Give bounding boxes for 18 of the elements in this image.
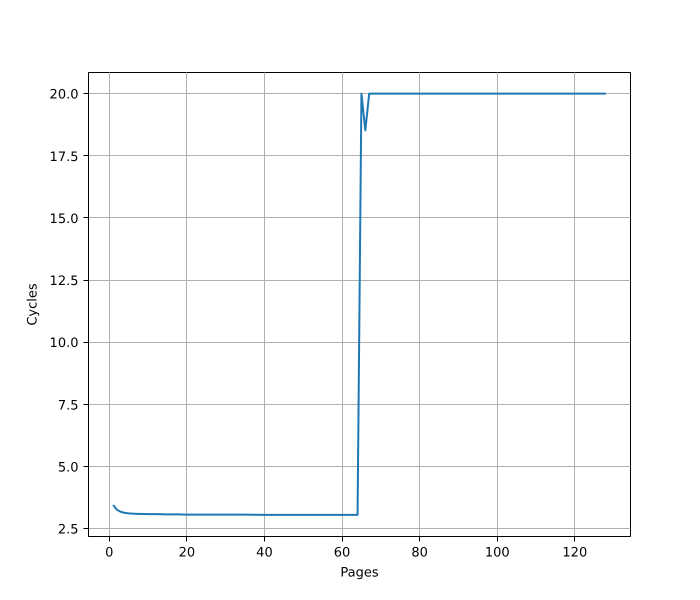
x-axis-title: Pages xyxy=(340,566,379,580)
y-tick-label: 20.0 xyxy=(50,88,79,103)
y-tick-label: 7.5 xyxy=(58,398,79,414)
x-tick-label: 0 xyxy=(105,546,114,560)
y-tick-label: 10.0 xyxy=(50,336,79,352)
x-tick-label: 60 xyxy=(334,546,350,560)
y-axis-title: Cycles xyxy=(26,283,41,326)
y-tick-label: 5.0 xyxy=(58,460,79,476)
x-tick-label: 120 xyxy=(562,546,588,560)
x-tick-label: 100 xyxy=(484,546,510,560)
y-tick-label: 15.0 xyxy=(50,212,79,227)
line-series xyxy=(112,92,607,516)
x-tick-label: 80 xyxy=(411,546,428,560)
x-tick-label: 20 xyxy=(178,546,196,560)
y-tick-label: 2.5 xyxy=(58,522,79,538)
y-tick-label: 12.5 xyxy=(50,274,79,290)
y-tick-label: 17.5 xyxy=(50,150,79,165)
x-tick-label: 40 xyxy=(256,546,273,560)
